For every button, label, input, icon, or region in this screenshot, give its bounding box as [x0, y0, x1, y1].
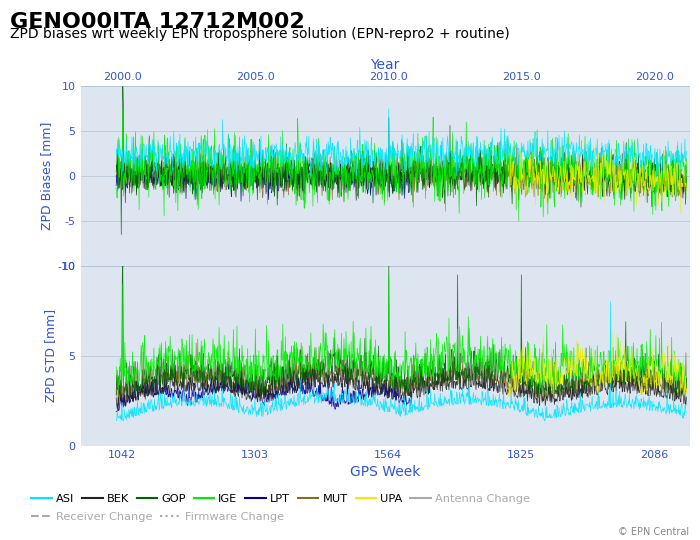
Text: ZPD biases wrt weekly EPN troposphere solution (EPN-repro2 + routine): ZPD biases wrt weekly EPN troposphere so… — [10, 27, 510, 41]
Legend: Receiver Change, Firmware Change: Receiver Change, Firmware Change — [27, 507, 288, 526]
X-axis label: Year: Year — [370, 58, 400, 72]
Y-axis label: ZPD STD [mm]: ZPD STD [mm] — [45, 309, 57, 402]
Y-axis label: ZPD Biases [mm]: ZPD Biases [mm] — [41, 122, 53, 231]
Text: © EPN Central: © EPN Central — [618, 527, 690, 537]
Legend: ASI, BEK, GOP, IGE, LPT, MUT, UPA, Antenna Change: ASI, BEK, GOP, IGE, LPT, MUT, UPA, Anten… — [27, 489, 534, 508]
Text: GENO00ITA 12712M002: GENO00ITA 12712M002 — [10, 12, 305, 32]
X-axis label: GPS Week: GPS Week — [350, 464, 420, 478]
